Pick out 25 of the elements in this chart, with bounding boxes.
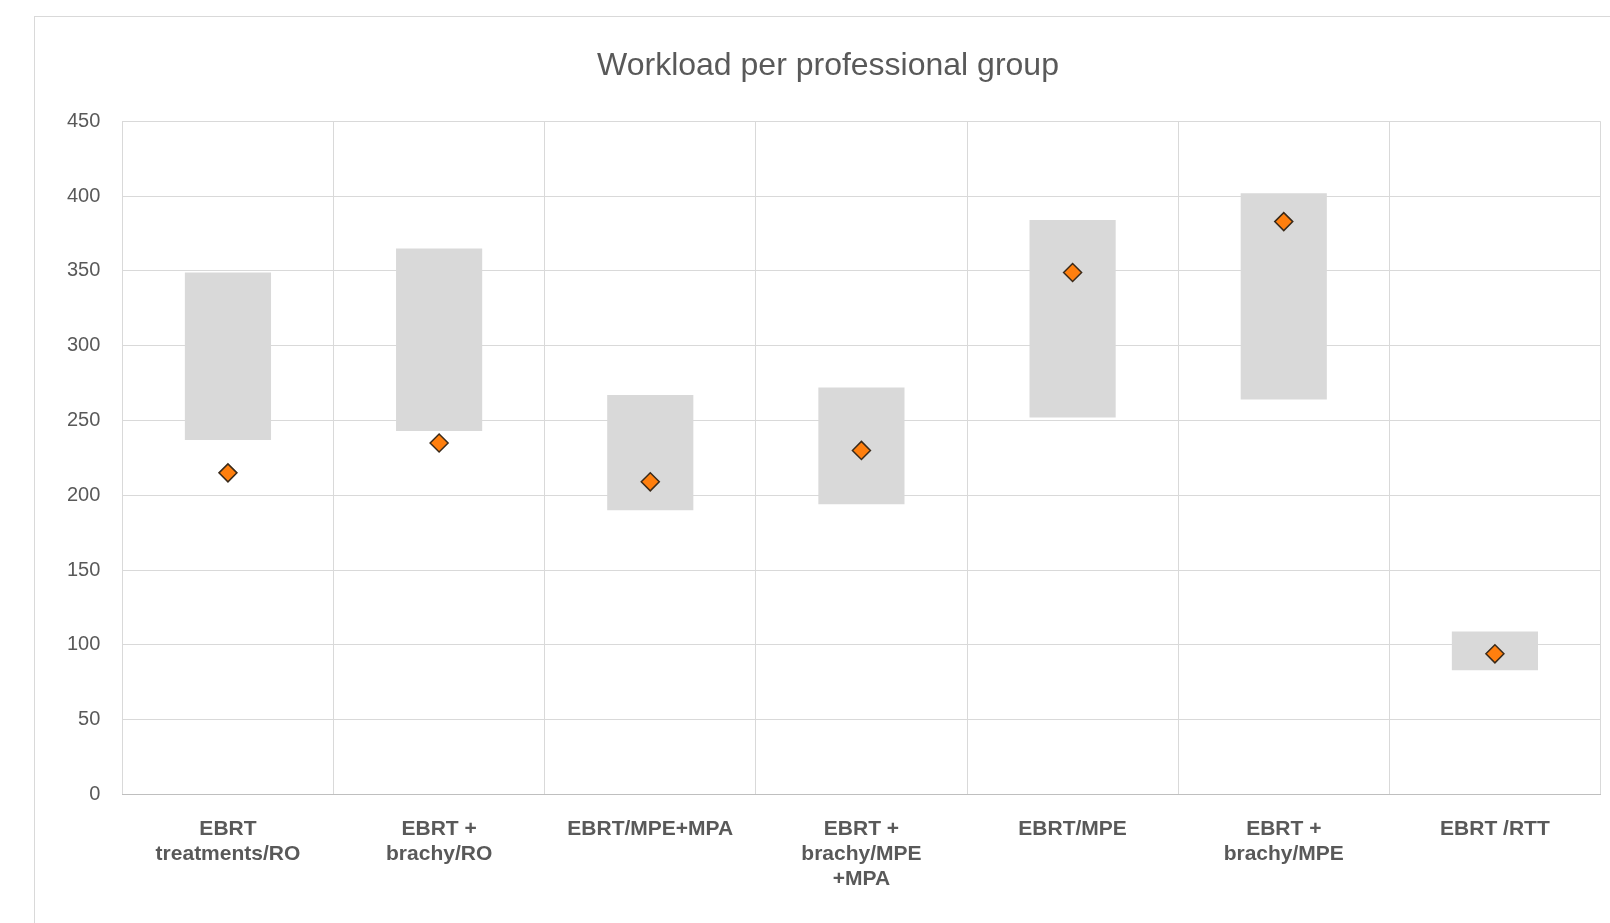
y-tick-label: 0 [89,781,101,804]
x-tick-label: EBRT + brachy/MPE [1223,815,1344,864]
point [1062,262,1083,283]
point [1485,644,1505,664]
point [429,433,449,453]
chart-title: Workload per professional group [597,46,1059,83]
y-tick-label: 150 [66,557,101,580]
point [640,472,661,492]
y-tick-label: 300 [66,333,101,356]
y-tick-label: 250 [66,408,101,431]
point [218,463,238,483]
y-tick-label: 400 [66,183,101,206]
point [851,440,872,461]
x-tick-label: EBRT + brachy/RO [386,815,493,864]
x-tick-label: EBRT treatments/RO [155,815,301,864]
y-tick-label: 200 [66,482,101,505]
y-tick-label: 100 [66,632,101,655]
y-tick-label: 350 [66,258,101,281]
point [1274,211,1294,232]
x-tick-label: EBRT + brachy/MPE +MPA [801,815,922,890]
y-tick-label: 450 [66,108,101,131]
x-tick-label: EBRT /RTT [1440,815,1550,839]
x-tick-label: EBRT/MPE+MPA [567,815,734,839]
x-tick-label: EBRT/MPE [1018,815,1127,839]
y-tick-label: 50 [78,707,101,730]
